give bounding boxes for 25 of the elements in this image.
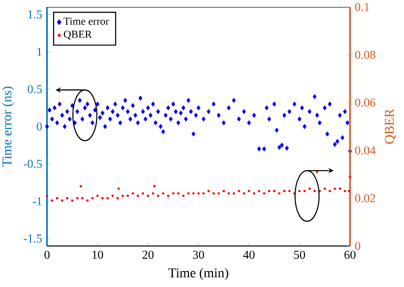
y2-tick-label: 0.06 <box>355 98 376 107</box>
x-tick-label: 30 <box>193 250 204 259</box>
y-axis-title: Time error (ns) <box>2 86 14 167</box>
y2-tick-label: 0.02 <box>355 194 376 202</box>
x-tick-label: 20 <box>142 250 154 259</box>
y2-tick-label: 0.08 <box>355 50 376 59</box>
y2-tick-label: 0.1 <box>355 2 369 12</box>
legend-label: QBER <box>64 30 92 40</box>
y2-tick-label: 0 <box>355 242 360 250</box>
x-tick-label: 60 <box>344 250 356 259</box>
y-tick-label: -0.5 <box>24 160 42 168</box>
x-axis-title: Time (min) <box>168 268 228 280</box>
y-tick-label: 1 <box>37 48 42 56</box>
x-tick-label: 50 <box>294 250 306 259</box>
y-tick-label: -1 <box>32 197 42 206</box>
y-tick-label: -1.5 <box>24 234 42 243</box>
y-tick-label: 0 <box>36 122 42 131</box>
legend-label: Time error <box>64 18 109 25</box>
x-tick-label: 40 <box>243 250 255 259</box>
y-tick-label: 1.5 <box>28 10 42 19</box>
y2-axis-title: QBER <box>384 108 396 144</box>
x-tick-label: 10 <box>92 250 104 259</box>
y2-tick-label: 0.04 <box>355 146 376 154</box>
x-tick-label: 0 <box>44 250 50 259</box>
y-tick-label: 0.5 <box>28 85 42 94</box>
